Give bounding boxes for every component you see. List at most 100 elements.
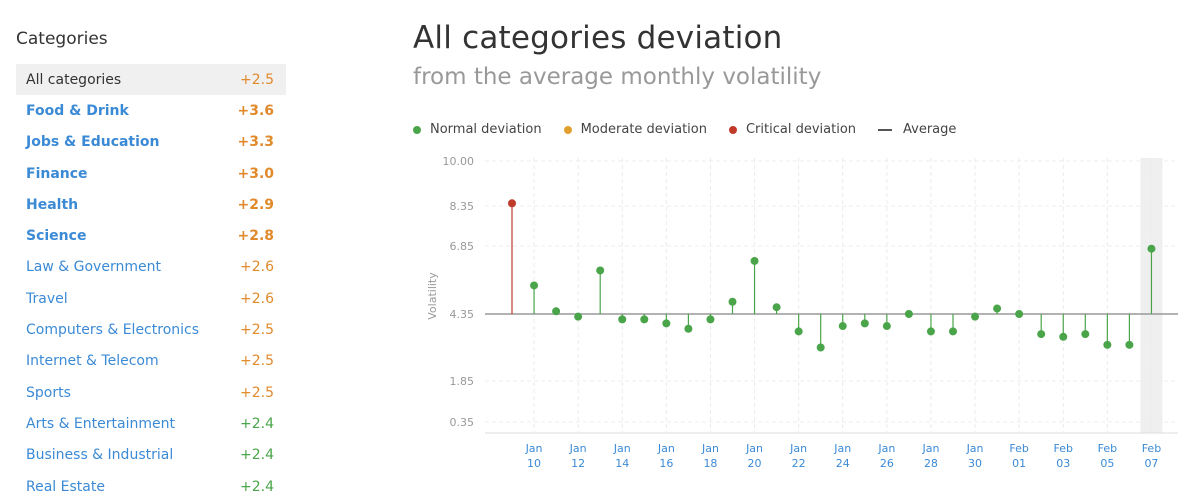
data-point (816, 343, 825, 352)
x-tick-day: 22 (792, 457, 806, 470)
legend-item[interactable]: Normal deviation (413, 122, 542, 137)
x-tick-month: Jan (966, 442, 984, 455)
category-item[interactable]: All categories +2.5 (16, 64, 286, 96)
data-point (640, 315, 649, 324)
category-item[interactable]: Food & Drink +3.6 (16, 95, 286, 126)
x-tick-day: 01 (1012, 457, 1026, 470)
x-tick-day: 28 (924, 457, 938, 470)
data-point (1059, 332, 1068, 341)
x-tick-month: Jan (921, 442, 939, 455)
category-deviation-value: +2.9 (237, 196, 274, 213)
category-label: Law & Government (26, 259, 161, 276)
x-tick-month: Jan (877, 442, 895, 455)
category-item[interactable]: Health +2.9 (16, 189, 286, 220)
category-item[interactable]: Law & Government +2.6 (16, 252, 286, 283)
legend-item[interactable]: Critical deviation (728, 122, 857, 137)
category-item[interactable]: Real Estate +2.4 (16, 471, 286, 502)
x-tick-month: Jan (701, 442, 719, 455)
x-tick-month: Feb (1054, 442, 1073, 455)
category-label: Real Estate (26, 478, 105, 495)
data-point (926, 327, 935, 336)
legend-dot-icon (728, 125, 737, 134)
x-tick-month: Jan (569, 442, 587, 455)
x-tick-day: 26 (880, 457, 894, 470)
data-point (993, 304, 1002, 313)
data-point (882, 322, 891, 331)
category-item[interactable]: Business & Industrial +2.4 (16, 440, 286, 471)
legend-item[interactable]: Moderate deviation (563, 122, 707, 137)
legend-label: Normal deviation (430, 122, 542, 137)
category-deviation-value: +2.4 (240, 415, 274, 432)
data-point (1081, 330, 1090, 339)
x-tick-month: Feb (1098, 442, 1117, 455)
category-deviation-value: +2.4 (240, 447, 274, 464)
legend-label: Average (903, 122, 957, 137)
x-tick-month: Jan (745, 442, 763, 455)
y-tick-label: 4.35 (450, 308, 475, 321)
data-point (949, 327, 957, 336)
x-tick-month: Jan (789, 442, 807, 455)
data-point (1103, 340, 1112, 349)
category-label: All categories (26, 71, 122, 88)
category-item[interactable]: Computers & Electronics +2.5 (16, 314, 286, 345)
y-tick-label: 8.35 (450, 200, 475, 213)
legend-line-icon (878, 128, 893, 131)
category-deviation-value: +2.8 (237, 228, 274, 245)
category-item[interactable]: Jobs & Education +3.3 (16, 127, 286, 158)
category-item[interactable]: Sports +2.5 (16, 377, 286, 408)
data-point (684, 324, 693, 333)
legend-label: Critical deviation (745, 122, 857, 137)
x-tick-day: 20 (748, 457, 762, 470)
data-point (1125, 340, 1134, 349)
category-item[interactable]: Internet & Telecom +2.5 (16, 346, 286, 377)
data-point (794, 327, 803, 336)
data-point (618, 315, 627, 324)
data-point (728, 297, 737, 306)
category-label: Health (26, 196, 79, 213)
x-tick-month: Jan (657, 442, 675, 455)
y-axis-label: Volatility (426, 272, 439, 320)
category-label: Business & Industrial (26, 447, 174, 464)
category-deviation-value: +3.0 (237, 165, 274, 182)
category-label: Arts & Entertainment (26, 415, 175, 432)
category-label: Internet & Telecom (26, 353, 159, 370)
data-point (971, 312, 980, 321)
x-tick-day: 03 (1056, 457, 1070, 470)
category-label: Computers & Electronics (26, 322, 200, 339)
legend-item[interactable]: Average (878, 122, 956, 137)
category-item[interactable]: Science +2.8 (16, 220, 286, 251)
chart-legend: Normal deviation Moderate deviation Critic… (413, 122, 978, 137)
y-tick-label: 10.00 (443, 155, 475, 168)
page-subtitle: from the average monthly volatility (413, 64, 822, 90)
category-deviation-value: +2.5 (240, 322, 274, 339)
legend-label: Moderate deviation (580, 122, 707, 137)
data-point (596, 266, 605, 275)
x-tick-month: Feb (1009, 442, 1028, 455)
data-point (1037, 330, 1046, 339)
category-deviation-value: +2.5 (240, 71, 274, 88)
category-deviation-value: +2.5 (240, 384, 274, 401)
category-item[interactable]: Finance +3.0 (16, 158, 286, 189)
data-point (530, 281, 539, 290)
data-point (706, 315, 715, 324)
page-title: All categories deviation (413, 20, 783, 56)
data-point (552, 307, 561, 316)
x-tick-day: 10 (527, 457, 541, 470)
x-tick-month: Jan (833, 442, 851, 455)
data-point (860, 319, 869, 328)
x-tick-day: 30 (968, 457, 982, 470)
category-deviation-value: +3.3 (237, 134, 274, 151)
sidebar-title: Categories (16, 29, 108, 49)
category-item[interactable]: Arts & Entertainment +2.4 (16, 408, 286, 439)
x-tick-month: Jan (613, 442, 631, 455)
legend-dot-icon (413, 125, 421, 134)
category-deviation-value: +3.6 (237, 102, 274, 119)
x-tick-day: 05 (1100, 457, 1114, 470)
y-tick-label: 6.85 (450, 240, 475, 253)
data-point (662, 319, 671, 328)
data-point (1147, 244, 1156, 253)
categories-sidebar: Categories All categories +2.5 Food & Drin… (16, 28, 286, 502)
category-deviation-value: +2.6 (240, 290, 274, 307)
category-label: Science (26, 228, 87, 245)
category-item[interactable]: Travel +2.6 (16, 283, 286, 314)
